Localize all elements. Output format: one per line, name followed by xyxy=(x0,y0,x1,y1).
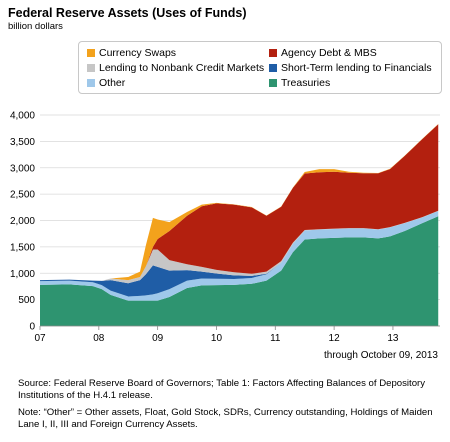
y-tick-label: 0 xyxy=(29,322,35,333)
legend-swatch-agency xyxy=(269,49,277,57)
legend-swatch-short-term xyxy=(269,64,277,72)
area-other xyxy=(40,211,439,301)
x-tick-label: 12 xyxy=(329,333,341,344)
chart-title: Federal Reserve Assets (Uses of Funds) xyxy=(8,6,247,20)
stacked-area-chart: 0 500 1,000 1,500 2,000 2,500 3,000 3,500 4,000 0… xyxy=(10,111,440,344)
through-date-label: through October 09, 2013 xyxy=(324,350,438,361)
x-tick-label: 09 xyxy=(152,333,164,344)
legend-item-nonbank: Lending to Nonbank Credit Markets xyxy=(87,62,264,74)
legend-swatch-treasuries xyxy=(269,79,277,87)
legend-swatch-nonbank xyxy=(87,64,95,72)
legend-label: Agency Debt & MBS xyxy=(281,47,377,59)
y-tick-label: 3,000 xyxy=(10,163,35,174)
legend-item-treasuries: Treasuries xyxy=(269,77,330,89)
other-footnote: Note: “Other” = Other assets, Float, Gol… xyxy=(18,407,433,430)
source-note: Source: Federal Reserve Board of Governo… xyxy=(18,378,426,401)
legend-item-currency-swaps: Currency Swaps xyxy=(87,47,176,59)
y-tick-label: 2,500 xyxy=(10,190,35,201)
y-tick-label: 500 xyxy=(18,295,35,306)
x-tick-label: 07 xyxy=(34,333,46,344)
legend-swatch-swaps xyxy=(87,49,95,57)
chart-subtitle: billion dollars xyxy=(8,21,63,32)
chart-legend: Currency Swaps Agency Debt & MBS Lending… xyxy=(78,41,442,94)
x-tick-label: 11 xyxy=(270,333,281,344)
legend-label: Lending to Nonbank Credit Markets xyxy=(99,62,265,74)
area-treasuries xyxy=(40,216,439,326)
legend-label: Other xyxy=(99,77,126,89)
legend-item-short-term: Short-Term lending to Financials xyxy=(269,62,432,74)
y-tick-label: 2,000 xyxy=(10,216,35,227)
y-tick-label: 1,000 xyxy=(10,269,35,280)
legend-label: Short-Term lending to Financials xyxy=(281,62,432,74)
legend-label: Treasuries xyxy=(281,77,331,89)
y-tick-label: 4,000 xyxy=(10,111,35,122)
y-tick-label: 3,500 xyxy=(10,137,35,148)
legend-swatch-other xyxy=(87,79,95,87)
x-tick-label: 10 xyxy=(211,333,223,344)
legend-item-agency-debt: Agency Debt & MBS xyxy=(269,47,377,59)
legend-item-other: Other xyxy=(87,77,125,89)
legend-label: Currency Swaps xyxy=(99,47,177,59)
y-tick-label: 1,500 xyxy=(10,242,35,253)
x-tick-label: 13 xyxy=(387,333,399,344)
area-agency-debt-mbs xyxy=(40,124,439,281)
x-tick-label: 08 xyxy=(93,333,105,344)
